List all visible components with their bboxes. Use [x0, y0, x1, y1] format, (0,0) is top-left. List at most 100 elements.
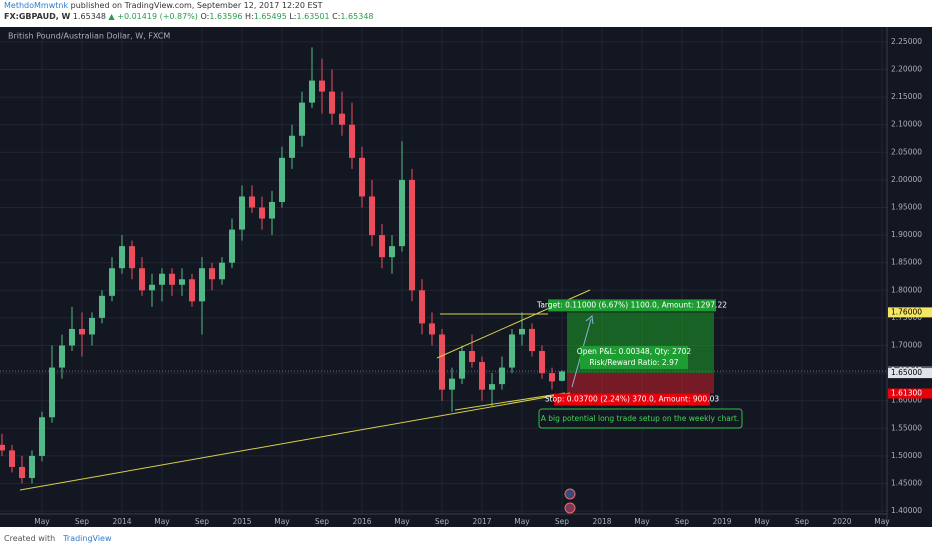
x-tick-label: 2019 [712, 517, 731, 526]
x-tick-label: May [874, 517, 890, 526]
annotation: A big potential long trade setup on the … [541, 414, 739, 423]
ohlc-label: O: [200, 12, 210, 21]
candle-body [549, 373, 555, 382]
published: published on TradingView.com, September … [70, 1, 323, 10]
candle-body [19, 466, 25, 478]
candle-body [139, 268, 145, 291]
ohlc-value: 1.65348 [340, 12, 374, 21]
x-tick-label: 2015 [232, 517, 251, 526]
y-tick-label: 1.90000 [891, 230, 922, 239]
candle-body [179, 279, 185, 285]
candle-body [419, 290, 425, 324]
y-tick-label: 1.45000 [891, 478, 922, 487]
price-tag-label: 1.76000 [891, 307, 922, 316]
x-tick-label: May [634, 517, 650, 526]
candle-body [0, 444, 5, 451]
candle-body [49, 367, 55, 418]
candle-body [479, 362, 485, 390]
event-icon[interactable] [564, 502, 576, 514]
x-tick-label: Sep [675, 517, 689, 526]
event-icon[interactable] [564, 488, 576, 500]
author[interactable]: MethdoMmwtnk [4, 1, 69, 10]
background [0, 27, 932, 527]
x-tick-label: May [34, 517, 50, 526]
header: MethdoMmwtnk published on TradingView.co… [4, 0, 374, 22]
candle-body [319, 80, 325, 92]
candle-body [309, 80, 315, 103]
rr-label: Risk/Reward Ratio: 2.97 [589, 358, 678, 367]
candle-body [269, 201, 275, 219]
candle-body [39, 417, 45, 456]
y-tick-label: 2.20000 [891, 65, 922, 74]
candle-body [389, 246, 395, 258]
y-tick-label: 1.85000 [891, 258, 922, 267]
footer: Created with TradingView [4, 534, 112, 543]
target-label: Target: 0.11000 (6.67%) 1100.0, Amount: … [536, 300, 727, 309]
annotation-box [538, 408, 743, 429]
y-tick-label: 2.10000 [891, 120, 922, 129]
candle-body [559, 371, 565, 381]
price-tag-label: 1.65000 [891, 368, 922, 377]
brand[interactable]: TradingView [63, 534, 112, 543]
created: Created with [4, 534, 56, 543]
y-tick-label: 1.80000 [891, 285, 922, 294]
candle-body [329, 91, 335, 114]
x-tick-label: 2018 [592, 517, 611, 526]
ohlc-label: L: [289, 12, 297, 21]
trend-line [19, 392, 571, 491]
x-tick-label: May [154, 517, 170, 526]
candle-body [459, 351, 465, 379]
candle-body [69, 328, 75, 346]
pnl-label: Open P&L: 0.00348, Qty: 2702 [577, 347, 692, 356]
candle-body [189, 279, 195, 302]
candle-body [529, 328, 535, 352]
pnl-label-box [580, 346, 688, 359]
x-tick-label: Sep [75, 517, 89, 526]
candle-body [199, 268, 205, 302]
candle-body [489, 384, 495, 390]
candle-body [359, 157, 365, 197]
candle-body [79, 328, 85, 335]
y-tick-label: 1.75000 [891, 313, 922, 322]
x-tick-label: Sep [795, 517, 809, 526]
y-tick-label: 1.95000 [891, 203, 922, 212]
candle-body [289, 135, 295, 158]
x-tick-label: 2020 [832, 517, 851, 526]
x-tick-label: May [394, 517, 410, 526]
candle-body [89, 317, 95, 335]
x-tick-label: Sep [435, 517, 449, 526]
ohlc-label: H: [244, 12, 254, 21]
y-tick-label: 2.25000 [891, 37, 922, 46]
candle-body [9, 450, 15, 467]
ohlc: O:1.63596 H:1.65495 L:1.63501 C:1.65348 [200, 12, 373, 21]
x-tick-label: May [514, 517, 530, 526]
price-tag-label: 1.61300 [891, 389, 922, 398]
y-tick-label: 1.70000 [891, 340, 922, 349]
candle-body [249, 196, 255, 208]
candle-body [239, 196, 245, 230]
ohlc-value: 1.65495 [253, 12, 287, 21]
ohlc-label: C: [332, 12, 341, 21]
y-tick-label: 2.05000 [891, 147, 922, 156]
target-label-box [548, 299, 716, 312]
x-tick-label: 2016 [352, 517, 371, 526]
candle-body [119, 246, 125, 269]
price-tag [888, 368, 932, 379]
chart: British Pound/Australian Dollar, W, FXCM… [0, 27, 932, 527]
x-tick-label: 2014 [112, 517, 131, 526]
candle-body [99, 295, 105, 318]
candle-body [369, 196, 375, 236]
y-tick-label: 1.50000 [891, 451, 922, 460]
x-tick-label: May [754, 517, 770, 526]
candle-body [229, 229, 235, 263]
candle-body [299, 102, 305, 136]
y-tick-label: 1.55000 [891, 423, 922, 432]
y-tick-label: 2.00000 [891, 175, 922, 184]
chart-title: British Pound/Australian Dollar, W, FXCM [8, 32, 170, 41]
last: 1.65348 [72, 12, 106, 21]
candle-body [129, 246, 135, 269]
x-tick-label: 2017 [472, 517, 491, 526]
candle-body [509, 334, 515, 368]
candle-body [149, 284, 155, 291]
